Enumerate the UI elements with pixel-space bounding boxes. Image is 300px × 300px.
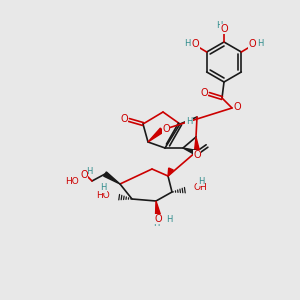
Text: O: O: [120, 114, 128, 124]
Polygon shape: [183, 148, 198, 155]
Text: O: O: [80, 170, 88, 180]
Polygon shape: [148, 128, 164, 142]
Text: H: H: [186, 118, 192, 127]
Text: O: O: [248, 39, 256, 49]
Text: O: O: [220, 24, 228, 34]
Text: OH: OH: [194, 184, 208, 193]
Text: H: H: [86, 167, 92, 176]
Text: HO: HO: [65, 176, 79, 185]
Polygon shape: [155, 201, 160, 215]
Polygon shape: [103, 172, 120, 184]
Text: O: O: [162, 124, 170, 134]
Polygon shape: [168, 168, 173, 176]
Text: HO: HO: [96, 190, 110, 200]
Text: O: O: [233, 102, 241, 112]
Text: O: O: [200, 88, 208, 98]
Text: H: H: [198, 176, 204, 185]
Polygon shape: [194, 137, 200, 151]
Text: O: O: [154, 214, 162, 224]
Text: O: O: [193, 150, 201, 160]
Text: H: H: [100, 184, 106, 193]
Text: H: H: [153, 218, 159, 227]
Text: H: H: [257, 38, 263, 47]
Text: H: H: [166, 214, 172, 224]
Text: H: H: [184, 38, 191, 47]
Text: O: O: [192, 39, 200, 49]
Text: H: H: [216, 20, 222, 29]
